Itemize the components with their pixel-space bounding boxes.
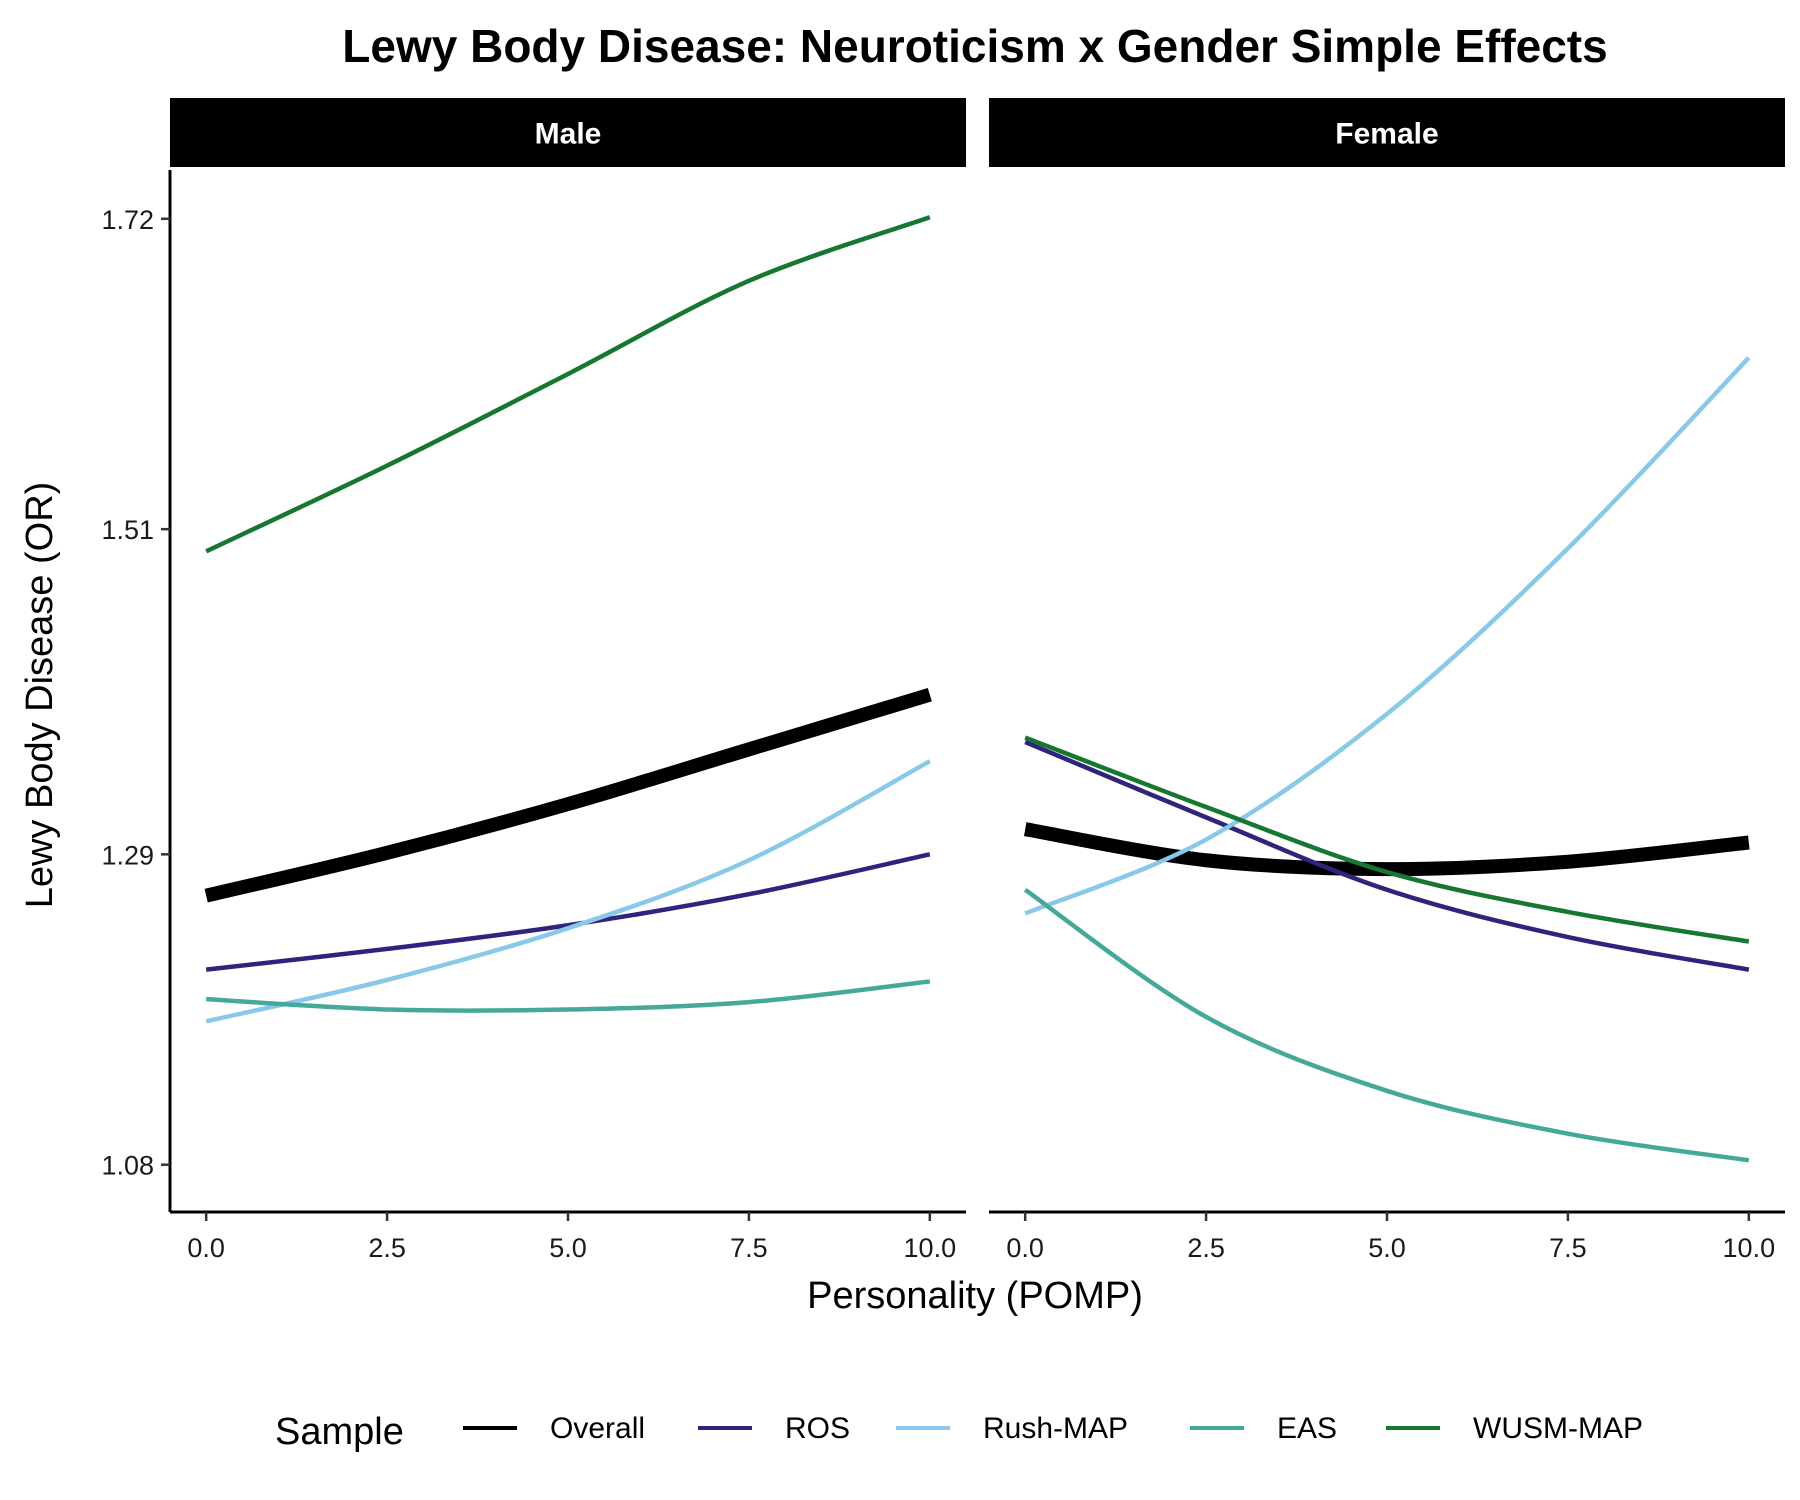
x-tick-label-female: 5.0 [1368,1233,1406,1263]
x-tick-label-female: 7.5 [1549,1233,1587,1263]
series-line-overall-female [1023,822,1750,877]
series-line-ros-female [1024,739,1750,972]
y-axis-title: Lewy Body Disease (OR) [19,482,61,909]
y-tick-label: 1.51 [101,515,154,545]
legend-label-eas: EAS [1277,1412,1337,1445]
strip-label-female: Female [1335,118,1438,151]
legend-label-overall: Overall [550,1412,645,1445]
strip-label-male: Male [535,118,602,151]
strip-female [989,98,1785,167]
y-tick-label: 1.08 [101,1151,154,1181]
x-tick-label-female: 2.5 [1187,1233,1225,1263]
strip-male [170,98,966,167]
legend-item-overall: Overall [463,1412,645,1445]
x-tick-label-male: 7.5 [730,1233,768,1263]
legend-label-rush-map: Rush-MAP [983,1412,1128,1445]
series-line-wusm-map-female [1024,735,1750,944]
y-tick-label: 1.72 [101,205,154,235]
y-tick-label: 1.29 [101,840,154,870]
panel-male: Male 0.0 2.5 5.0 7.5 10.0 [170,98,966,1263]
legend-item-wusm-map: WUSM-MAP [1386,1412,1643,1445]
series-line-rush-map-female [1024,356,1751,916]
x-tick-label-female: 10.0 [1723,1233,1776,1263]
series-line-eas-male [206,979,931,1013]
x-axis-title: Personality (POMP) [807,1275,1143,1317]
series-line-eas-female [1023,887,1750,1163]
x-tick-label-female: 0.0 [1006,1233,1044,1263]
y-axis: 1.08 1.29 1.51 1.72 [101,170,172,1212]
facet-panels: Male 0.0 2.5 5.0 7.5 10.0 Female 0.0 2.5 5.0 7.5 10… [170,98,1785,1263]
series-line-ros-male [205,852,931,972]
series-line-rush-map-male [205,759,931,1024]
series-line-overall-male [204,687,932,903]
legend-item-rush-map: Rush-MAP [896,1412,1128,1445]
x-tick-label-male: 2.5 [368,1233,406,1263]
chart-title: Lewy Body Disease: Neuroticism x Gender … [342,20,1607,72]
series-line-wusm-map-male [205,215,931,554]
legend-label-ros: ROS [785,1412,850,1445]
panel-female: Female 0.0 2.5 5.0 7.5 10.0 [989,98,1785,1263]
legend: Sample Overall ROS Rush-MAP EAS WUSM-MAP [275,1411,1643,1453]
legend-item-eas: EAS [1190,1412,1337,1445]
x-tick-label-male: 0.0 [187,1233,225,1263]
legend-item-ros: ROS [698,1412,850,1445]
legend-title: Sample [275,1411,404,1453]
x-tick-label-male: 5.0 [549,1233,587,1263]
x-tick-label-male: 10.0 [904,1233,957,1263]
legend-label-wusm-map: WUSM-MAP [1473,1412,1643,1445]
